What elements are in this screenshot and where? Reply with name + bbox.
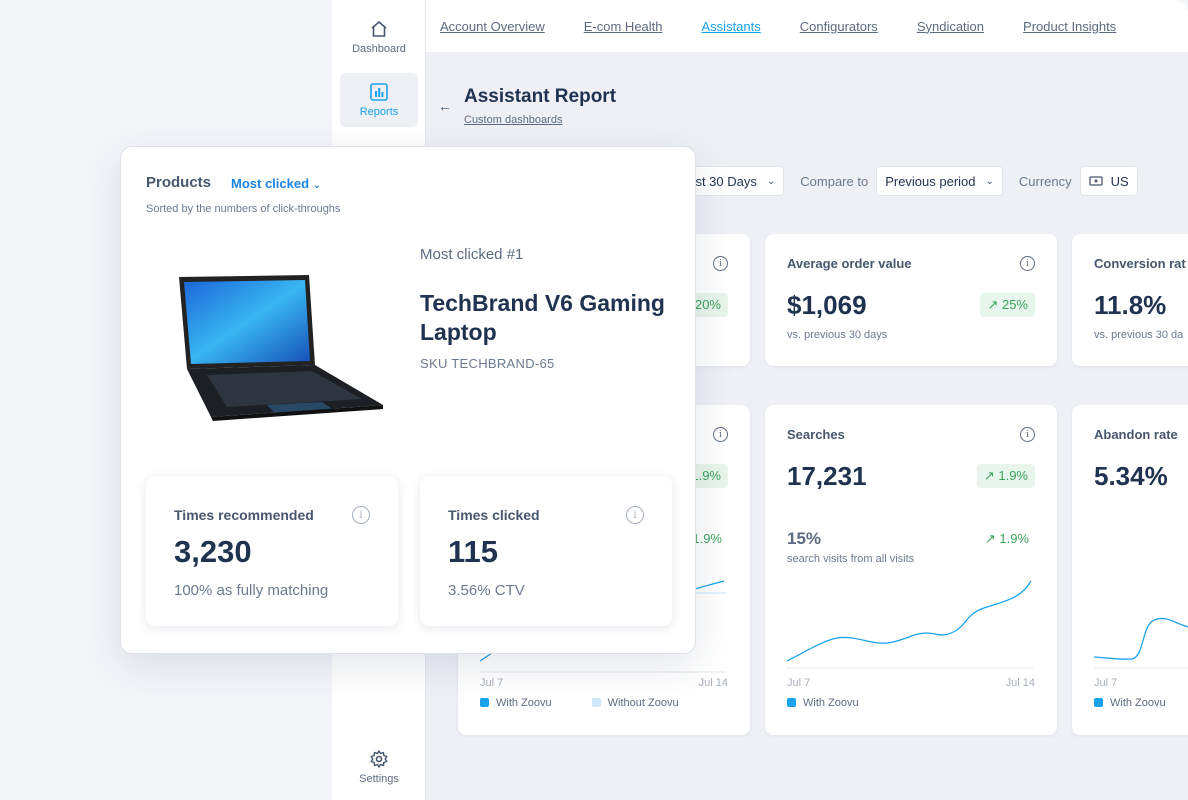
stat-subtext: 3.56% CTV — [448, 582, 525, 599]
metric-subtext: vs. previous 30 days — [787, 329, 888, 341]
metric-subtext: vs. previous 30 da — [1094, 329, 1184, 341]
stat-title: Times clicked — [448, 507, 540, 523]
chart-legend: With Zoovu Without Zoovu — [480, 697, 679, 709]
chart-legend: With Zoovu — [1094, 697, 1166, 709]
compare-label: Compare to — [800, 173, 869, 189]
sidebar-item-label: Dashboard — [352, 43, 406, 55]
trend-badge: ↗ 25% — [980, 293, 1035, 317]
secondary-subtext: search visits from all visits — [787, 553, 915, 565]
compare-select[interactable]: Previous period ⌄ — [876, 166, 1003, 196]
stat-value: 3,230 — [174, 534, 252, 569]
stat-card-times-recommended: Times recommended i 3,230 100% as fully … — [146, 476, 398, 626]
trend-inline: ↗ 1.9% — [984, 531, 1029, 546]
date-range-value: Last 30 Days — [681, 173, 757, 189]
laptop-product-image — [179, 275, 383, 421]
sidebar-item-label: Settings — [359, 773, 399, 785]
legend-with-zoovu: With Zoovu — [480, 697, 552, 709]
chart-card-searches: Searches i 17,231 ↗ 1.9% 15% ↗ 1.9% sear… — [765, 405, 1057, 735]
trend-up-icon: ↗ — [984, 531, 996, 546]
top-navigation: Account Overview E-com Health Assistants… — [426, 0, 1188, 52]
chart-legend: With Zoovu — [787, 697, 859, 709]
card-title: Conversion rat — [1094, 256, 1186, 271]
products-popup: Products Most clicked ⌄ Sorted by the nu… — [120, 146, 696, 654]
legend-with-zoovu: With Zoovu — [787, 697, 859, 709]
x-axis-start: Jul 7 — [480, 677, 504, 689]
page-title: Assistant Report — [464, 86, 617, 107]
metric-value: 5.34% — [1094, 461, 1168, 491]
stat-value: 115 — [448, 534, 499, 569]
tab-product-insights[interactable]: Product Insights — [1023, 18, 1117, 34]
info-icon[interactable]: i — [626, 506, 644, 524]
info-icon[interactable]: i — [713, 256, 728, 271]
dashboard-app: Dashboard Reports Settings Account Overv… — [332, 0, 1188, 800]
info-icon[interactable]: i — [352, 506, 370, 524]
info-icon[interactable]: i — [1020, 427, 1035, 442]
line-chart — [1094, 617, 1188, 669]
metric-card-average-order-value: Average order value i $1,069 ↗ 25% vs. p… — [765, 234, 1057, 366]
secondary-value: 15% — [787, 529, 822, 548]
metric-card-conversion-rate: Conversion rat 11.8% vs. previous 30 da — [1072, 234, 1188, 366]
tab-ecom-health[interactable]: E-com Health — [583, 18, 663, 34]
currency-value: US — [1110, 173, 1129, 189]
card-title: Average order value — [787, 256, 912, 271]
currency-select[interactable]: US — [1079, 166, 1138, 196]
x-axis-start: Jul 7 — [787, 677, 811, 689]
x-axis-start: Jul 7 — [1094, 677, 1118, 689]
trend-badge: ↗ 1.9% — [976, 464, 1035, 488]
chart-card-abandon-rate: Abandon rate 5.34% Jul 7 With Zoovu — [1072, 405, 1188, 735]
compare-value: Previous period — [885, 173, 976, 189]
breadcrumb[interactable]: Custom dashboards — [464, 114, 563, 126]
tab-syndication[interactable]: Syndication — [916, 18, 985, 34]
stat-card-times-clicked: Times clicked i 115 3.56% CTV — [420, 476, 672, 626]
trend-up-icon: ↗ — [987, 297, 999, 312]
line-chart — [787, 580, 1033, 669]
sidebar-item-settings[interactable]: Settings — [340, 740, 418, 794]
product-name[interactable]: TechBrand V6 Gaming Laptop — [420, 290, 665, 345]
money-icon — [1089, 176, 1103, 186]
product-rank: Most clicked #1 — [420, 246, 524, 263]
info-icon[interactable]: i — [713, 427, 728, 442]
popup-subtitle: Sorted by the numbers of click-throughs — [146, 203, 341, 215]
metric-value: 17,231 — [787, 461, 867, 491]
tab-account-overview[interactable]: Account Overview — [440, 18, 545, 34]
bar-chart-icon — [370, 83, 388, 101]
filter-bar: Last 30 Days ⌄ Compare to Previous perio… — [672, 166, 1138, 196]
sidebar-item-reports[interactable]: Reports — [340, 73, 418, 127]
home-icon — [371, 20, 387, 37]
product-sku: SKU TECHBRAND-65 — [420, 356, 555, 371]
sidebar-item-dashboard[interactable]: Dashboard — [340, 10, 418, 64]
card-title: Searches — [787, 427, 845, 442]
metric-value: 11.8% — [1094, 290, 1167, 320]
chevron-down-icon: ⌄ — [312, 180, 322, 191]
legend-without-zoovu: Without Zoovu — [591, 697, 679, 709]
chevron-down-icon: ⌄ — [985, 175, 994, 187]
currency-label: Currency — [1018, 173, 1072, 189]
tab-configurators[interactable]: Configurators — [799, 18, 878, 34]
arrow-left-icon[interactable]: ← — [438, 98, 452, 114]
legend-with-zoovu: With Zoovu — [1094, 697, 1166, 709]
trend-up-icon: ↗ — [983, 468, 995, 483]
x-axis-end: Jul 14 — [698, 677, 728, 689]
tab-assistants[interactable]: Assistants — [701, 18, 761, 34]
metric-value: $1,069 — [787, 290, 867, 320]
x-axis-end: Jul 14 — [1005, 677, 1035, 689]
sidebar-item-label: Reports — [359, 106, 399, 118]
page-header: ← Assistant Report Custom dashboards — [438, 86, 617, 126]
chevron-down-icon: ⌄ — [766, 175, 776, 187]
stat-subtext: 100% as fully matching — [174, 582, 329, 599]
card-title: Abandon rate — [1094, 427, 1178, 442]
info-icon[interactable]: i — [1020, 256, 1035, 271]
sort-dropdown[interactable]: Most clicked ⌄ — [231, 176, 322, 191]
stat-title: Times recommended — [174, 507, 314, 523]
popup-title: Products — [146, 174, 212, 191]
gear-icon — [370, 750, 388, 768]
